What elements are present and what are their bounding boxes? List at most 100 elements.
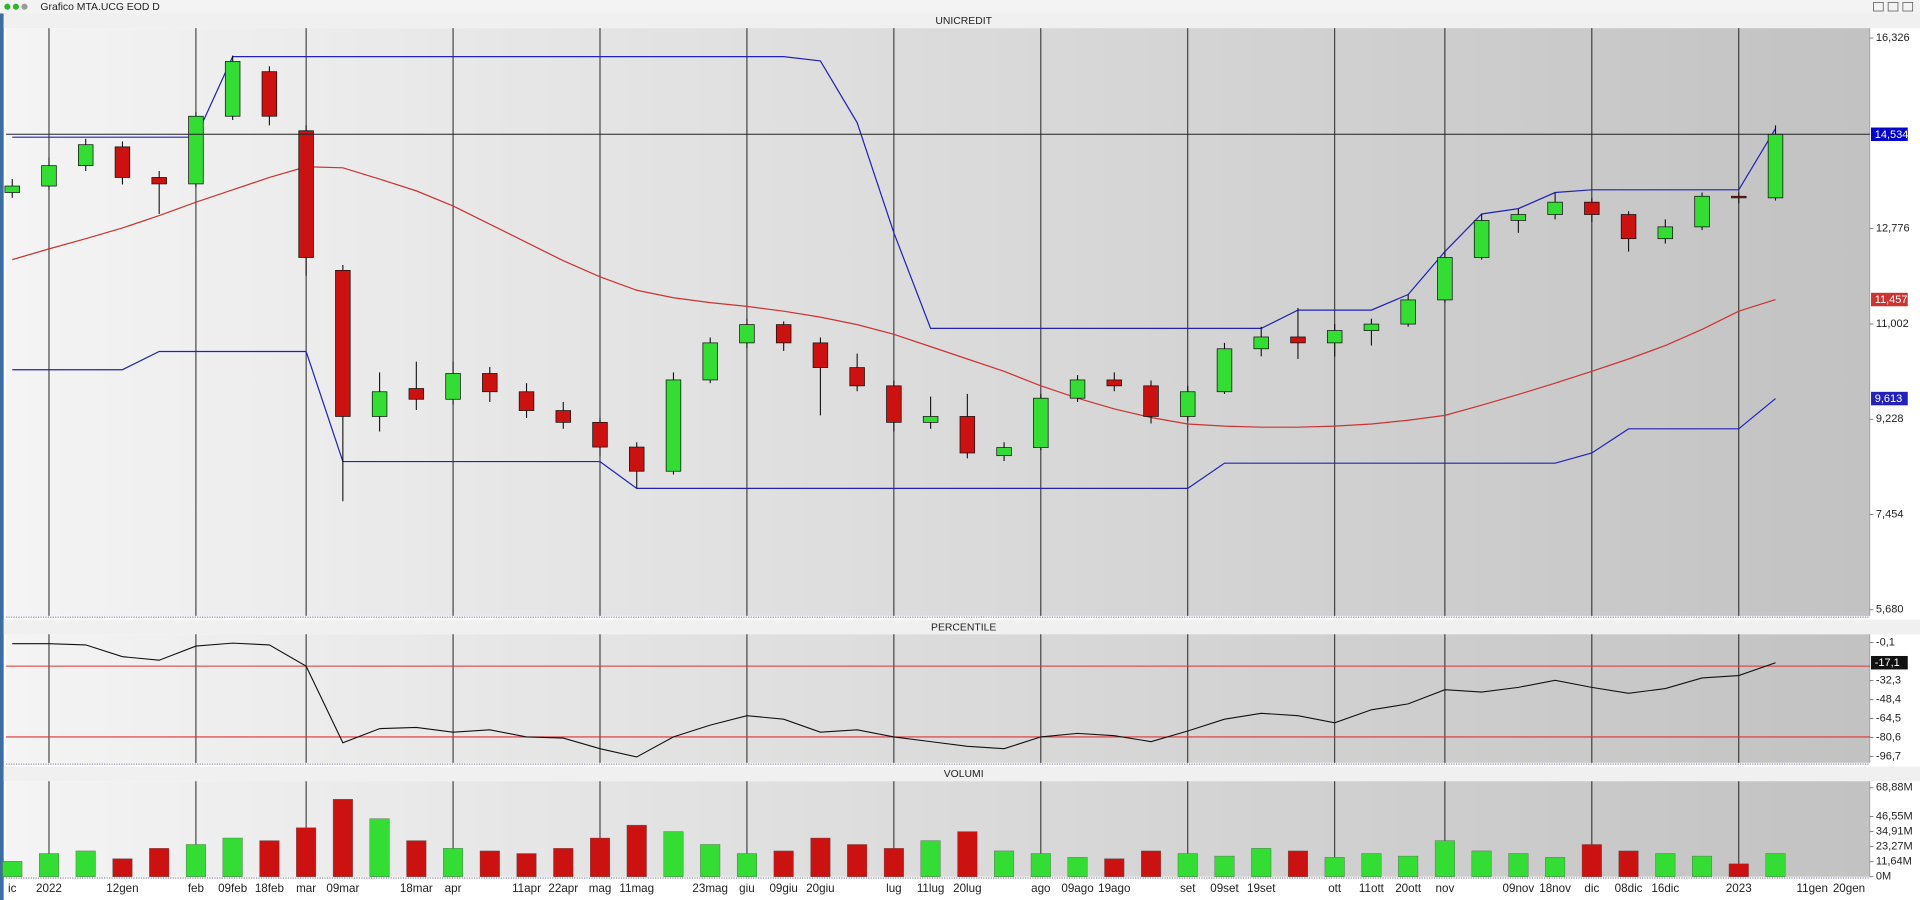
x-tick-label: ott xyxy=(1328,882,1342,895)
y-tick-label: 68,88M xyxy=(1876,782,1913,794)
chart-layer: UNICREDIT 16,326 12,776 11,002 9,228 7,454 5,6… xyxy=(2,13,1920,895)
window-icon xyxy=(21,3,28,10)
volume-bar xyxy=(222,837,243,877)
x-tick-label: 11gen xyxy=(1797,882,1828,895)
volume-bar xyxy=(1030,853,1051,877)
x-tick-label: ic xyxy=(8,882,17,895)
x-tick-label: mar xyxy=(296,882,316,895)
volume-bar xyxy=(332,799,353,877)
candle-body xyxy=(41,165,57,187)
volume-bar xyxy=(1398,855,1419,877)
volume-bar xyxy=(1324,857,1345,877)
x-tick-label: 20lug xyxy=(953,882,981,895)
candle-body xyxy=(1547,201,1563,215)
panel-title: VOLUMI xyxy=(944,769,984,780)
candle-body xyxy=(445,373,461,400)
x-tick-label: set xyxy=(1180,882,1196,895)
candle-body xyxy=(1584,201,1600,215)
y-tick-label: 11,002 xyxy=(1876,318,1909,330)
candle-body xyxy=(1290,336,1306,344)
volume-bar xyxy=(1214,855,1235,877)
title-bar xyxy=(0,0,1920,14)
volume-bar xyxy=(1471,850,1492,877)
overlay-line xyxy=(12,350,1776,490)
x-tick-label: mag xyxy=(589,882,612,895)
volume-bar xyxy=(1545,857,1566,877)
candle-body xyxy=(1620,214,1637,240)
y-tick-label: -80,6 xyxy=(1876,732,1901,744)
candle-body xyxy=(371,391,388,417)
x-tick-label: 09nov xyxy=(1503,882,1535,895)
candle-body xyxy=(1180,391,1196,417)
x-tick-label: 08dic xyxy=(1615,882,1643,895)
volume-bar xyxy=(1508,853,1529,877)
plot-area xyxy=(6,634,1870,763)
x-tick-label: nov xyxy=(1436,882,1455,895)
value-badge-label: 11,457 xyxy=(1875,294,1908,306)
x-tick-label: 09ago xyxy=(1061,882,1093,895)
candle-body xyxy=(1253,336,1269,350)
candle-body xyxy=(1437,257,1453,301)
volume-bar xyxy=(1618,850,1639,877)
candle-body xyxy=(555,410,571,423)
candle-body xyxy=(592,421,608,448)
candle-body xyxy=(1473,220,1490,258)
x-tick-label: 22apr xyxy=(548,882,578,895)
volume-bar xyxy=(1728,863,1749,877)
maximize-button[interactable] xyxy=(1887,2,1899,12)
volume-bar xyxy=(1655,853,1676,877)
volume-bar xyxy=(1251,848,1272,877)
y-tick-label: -32,3 xyxy=(1876,675,1901,687)
close-button[interactable] xyxy=(1902,2,1914,12)
x-tick-label: 20ott xyxy=(1395,882,1422,895)
volume-bar xyxy=(406,840,427,877)
y-tick-label: 11,64M xyxy=(1876,856,1912,868)
x-tick-label: 19set xyxy=(1247,882,1276,895)
y-tick-label: -0,1 xyxy=(1876,637,1895,649)
volume-bar xyxy=(1361,853,1382,877)
candle-body xyxy=(261,71,278,117)
value-badge xyxy=(1871,292,1908,307)
y-tick-label: -64,5 xyxy=(1876,713,1901,725)
x-tick-label: 11mag xyxy=(619,882,654,895)
x-tick-label: 23mag xyxy=(692,882,728,895)
volume-bar xyxy=(1067,857,1088,877)
candle-body xyxy=(188,115,204,185)
candle-body xyxy=(665,379,682,472)
candle-body xyxy=(1143,385,1159,417)
volume-bar xyxy=(957,831,978,877)
volume-bar xyxy=(590,837,610,877)
x-tick-label: 19ago xyxy=(1098,882,1130,895)
y-tick-label: 34,91M xyxy=(1876,826,1913,838)
volume-bar xyxy=(443,848,464,877)
volume-bar xyxy=(1141,850,1161,877)
volume-bar xyxy=(259,840,280,877)
candle-body xyxy=(1767,133,1784,199)
volume-bar xyxy=(920,840,941,877)
y-tick-label: -48,4 xyxy=(1876,694,1901,706)
volume-bar xyxy=(1765,853,1786,877)
volume-bar xyxy=(810,837,831,877)
y-tick-label: 16,326 xyxy=(1876,32,1910,44)
window-icon xyxy=(12,3,19,10)
volume-bar xyxy=(479,850,500,877)
x-tick-label: 11ott xyxy=(1359,882,1385,895)
x-tick-label: 11apr xyxy=(512,882,541,895)
candle-body xyxy=(151,177,167,185)
candle-body xyxy=(1694,195,1710,228)
minimize-button[interactable] xyxy=(1873,2,1884,12)
panel-header xyxy=(3,619,1920,635)
panel-title: UNICREDIT xyxy=(935,16,992,27)
volume-bar xyxy=(700,844,721,877)
volume-bar xyxy=(847,844,868,877)
candle-body xyxy=(1326,330,1343,344)
candle-body xyxy=(996,447,1012,457)
x-tick-label: lug xyxy=(886,882,902,895)
candle-body xyxy=(886,385,902,423)
candle-body xyxy=(812,342,829,368)
x-tick-label: 18mar xyxy=(400,882,433,895)
x-tick-label: dic xyxy=(1584,882,1599,895)
value-badge xyxy=(1871,391,1908,406)
x-tick-label: 16dic xyxy=(1651,882,1679,895)
